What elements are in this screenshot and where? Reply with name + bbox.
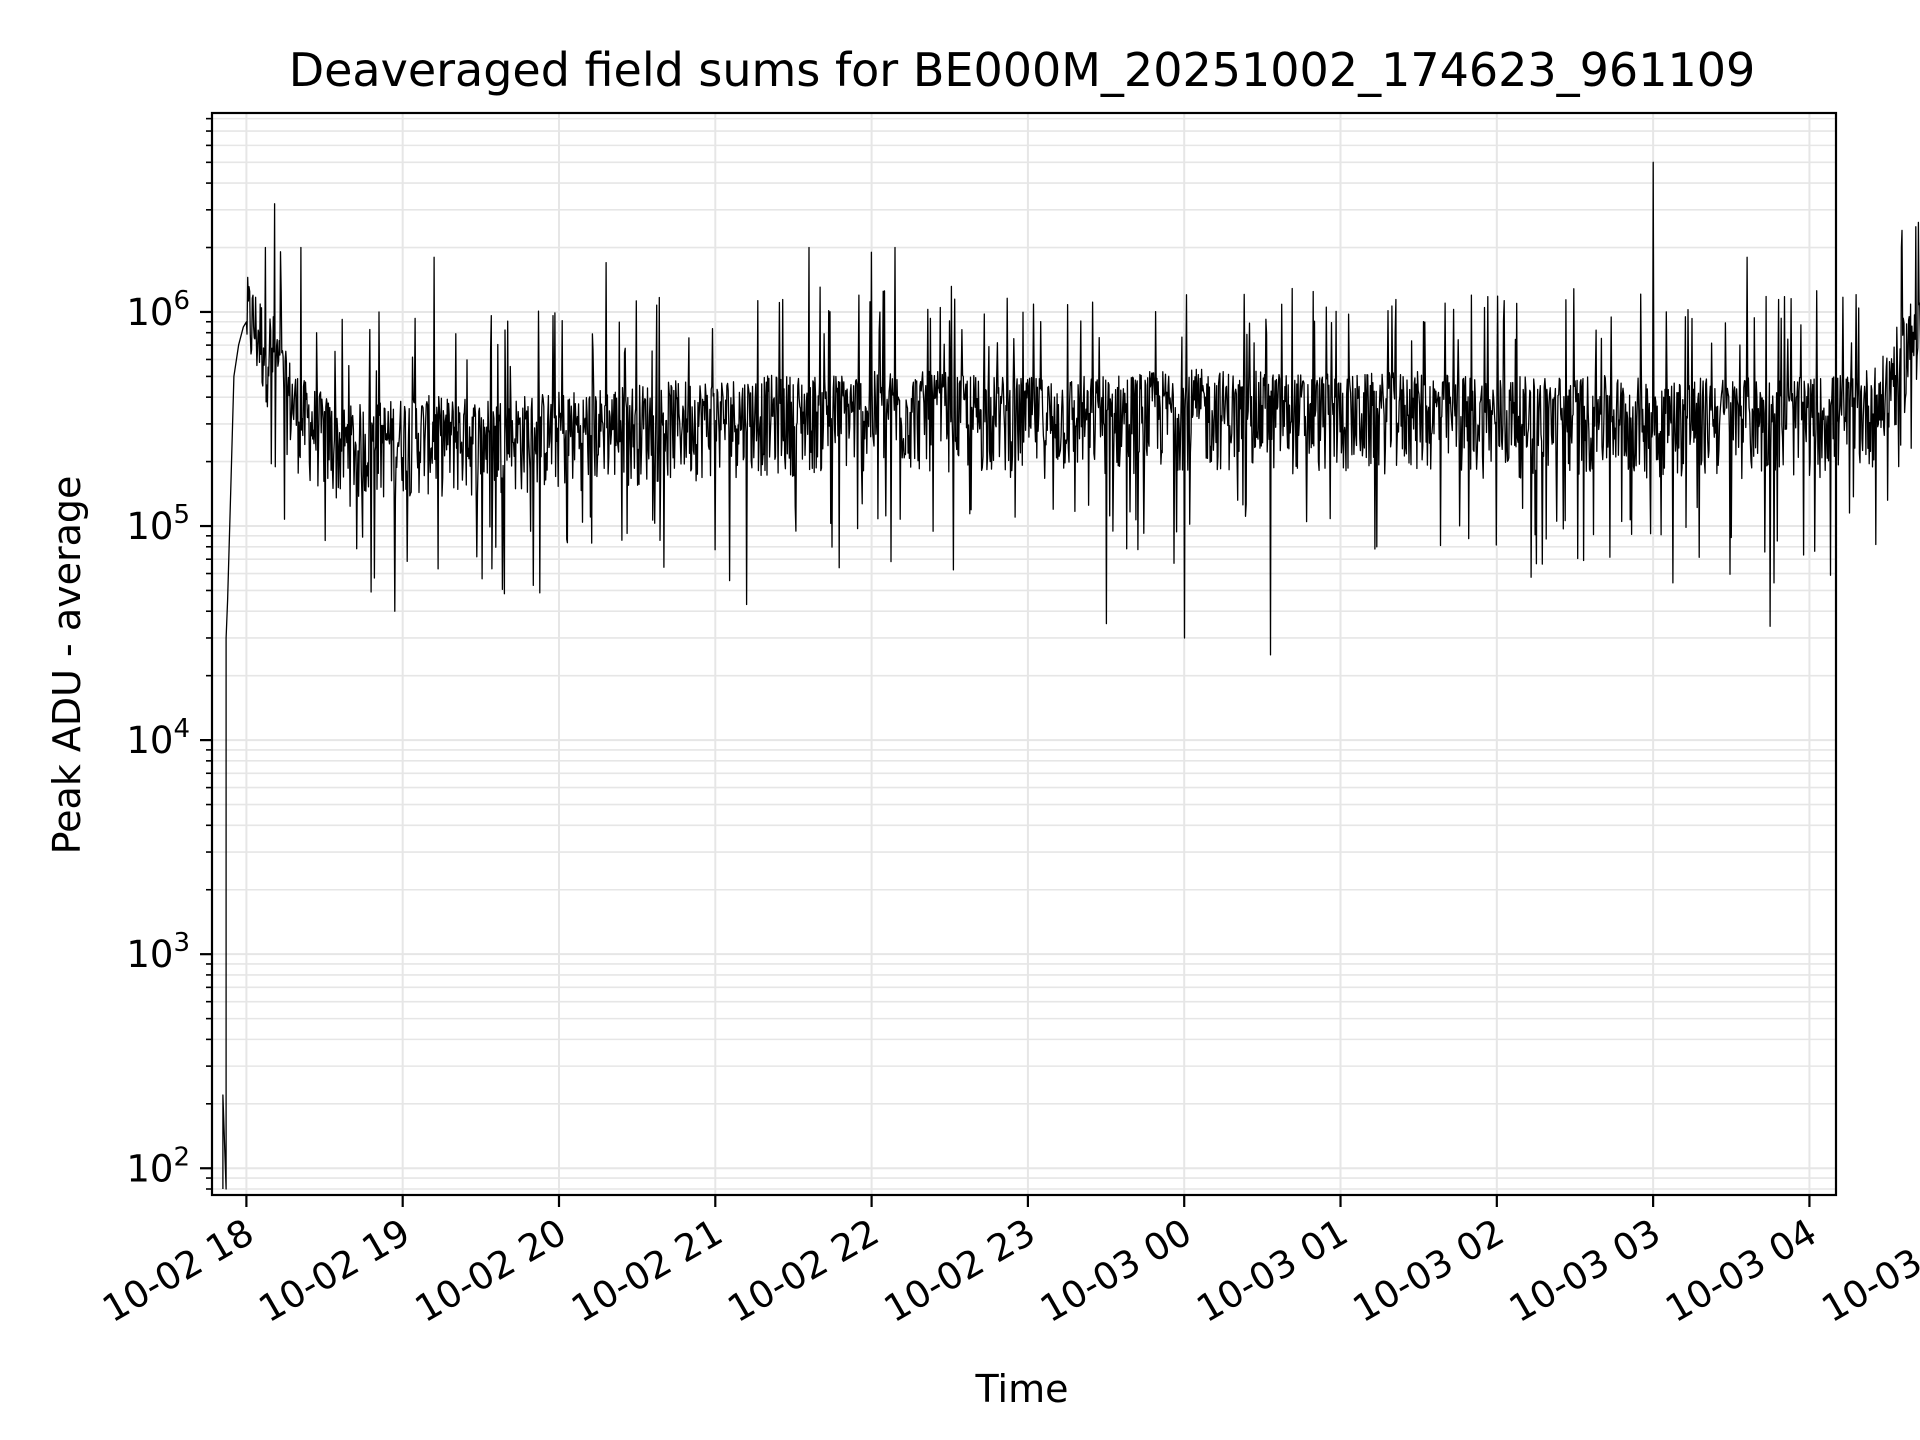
y-axis-label: Peak ADU - average [45, 476, 89, 855]
y-tick-label: 103 [126, 928, 190, 976]
y-tick-label: 105 [126, 500, 190, 548]
plot-area [222, 161, 1920, 1190]
chart-title: Deaveraged field sums for BE000M_2025100… [289, 43, 1756, 97]
plot-frame [210, 111, 1838, 1197]
y-tick-label: 104 [126, 714, 190, 762]
series-line [222, 161, 1920, 1190]
x-axis-label: Time [975, 1367, 1069, 1411]
y-tick-label: 106 [126, 286, 190, 334]
y-tick-label: 102 [126, 1142, 190, 1190]
y-axis: 102 103 104 105 106 [126, 117, 212, 1190]
